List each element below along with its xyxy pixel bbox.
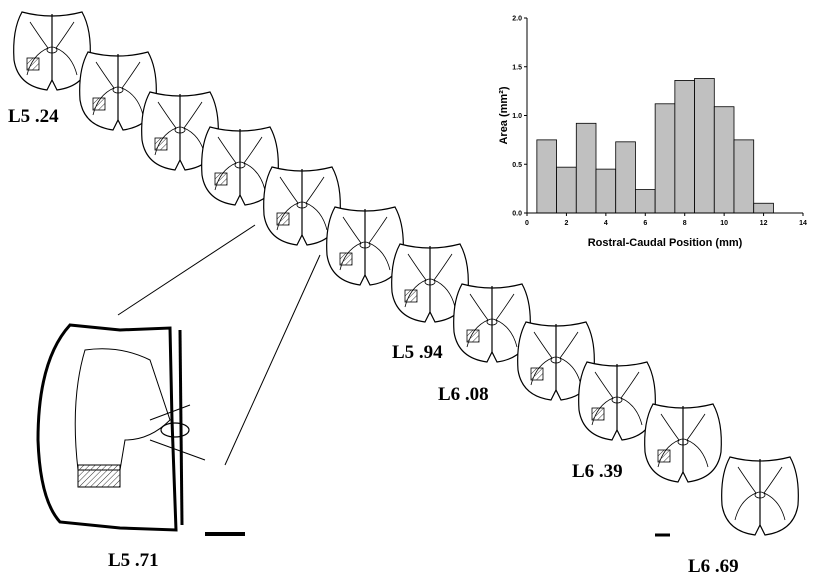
cord-section [517,321,595,401]
cord-section [391,243,469,323]
canal [754,491,766,499]
canal [359,241,371,249]
x-tick-label: 14 [799,220,807,227]
cord-section [453,283,531,363]
cord-section [79,51,157,131]
lesion [466,329,480,343]
section-label: L6 .08 [438,384,489,405]
section-label: L6 .69 [688,556,739,577]
cord-sections [13,11,799,536]
canal [234,161,246,169]
canal [174,126,186,134]
lesion [657,449,671,463]
x-tick-label: 10 [720,220,728,227]
y-tick-label: 0.0 [512,211,522,218]
bar [536,139,557,214]
bar [733,139,755,214]
bar [694,78,715,214]
cord-section [326,206,404,286]
y-tick-label: 0.5 [512,162,522,169]
section-label: L6 .39 [572,461,623,482]
lesion [276,212,290,226]
bar [674,80,695,214]
cord-section [141,91,219,171]
histogram: 0.0 0.5 1.0 1.5 2.0 0 2 4 6 8 10 12 14 Rostral-Caudal… [498,16,807,250]
canal [677,438,689,446]
section-label: L5 .71 [108,550,159,571]
x-tick-label: 2 [564,220,568,227]
x-tick-label: 8 [683,220,687,227]
canal [550,356,562,364]
bar [654,103,676,214]
lesion [26,57,40,71]
x-tick-label: 12 [760,220,768,227]
bar [753,202,774,214]
lesion [339,252,353,266]
bar [556,166,577,214]
enlarged-section [36,224,321,532]
bar [575,122,597,214]
y-tick-label: 2.0 [512,16,522,23]
canal [112,86,124,94]
y-tick-label: 1.5 [512,64,522,71]
lesion [214,172,228,186]
bar [595,168,617,214]
x-tick-label: 6 [643,220,647,227]
cord-section [644,403,722,483]
y-axis-label: Area (mm²) [498,86,510,144]
cord-section [263,166,341,246]
canal [486,318,498,326]
cord-section [578,361,656,441]
lesion [591,407,605,421]
lesion [154,137,168,151]
lesion [92,97,106,111]
canal [296,201,308,209]
section-label: L5 .94 [392,342,443,363]
canal [46,46,58,54]
lesion [530,367,544,381]
bar [615,141,636,214]
section-label: L5 .24 [8,106,59,127]
canal [611,396,623,404]
bar [635,189,656,214]
bar [713,106,735,214]
cord-section [13,11,91,91]
canal [424,278,436,286]
lesion [404,289,418,303]
cord-section [721,456,799,536]
y-tick-label: 1.0 [512,113,522,120]
x-axis-label: Rostral-Caudal Position (mm) [588,237,743,249]
x-tick-label: 4 [604,220,608,227]
x-tick-label: 0 [525,220,529,227]
